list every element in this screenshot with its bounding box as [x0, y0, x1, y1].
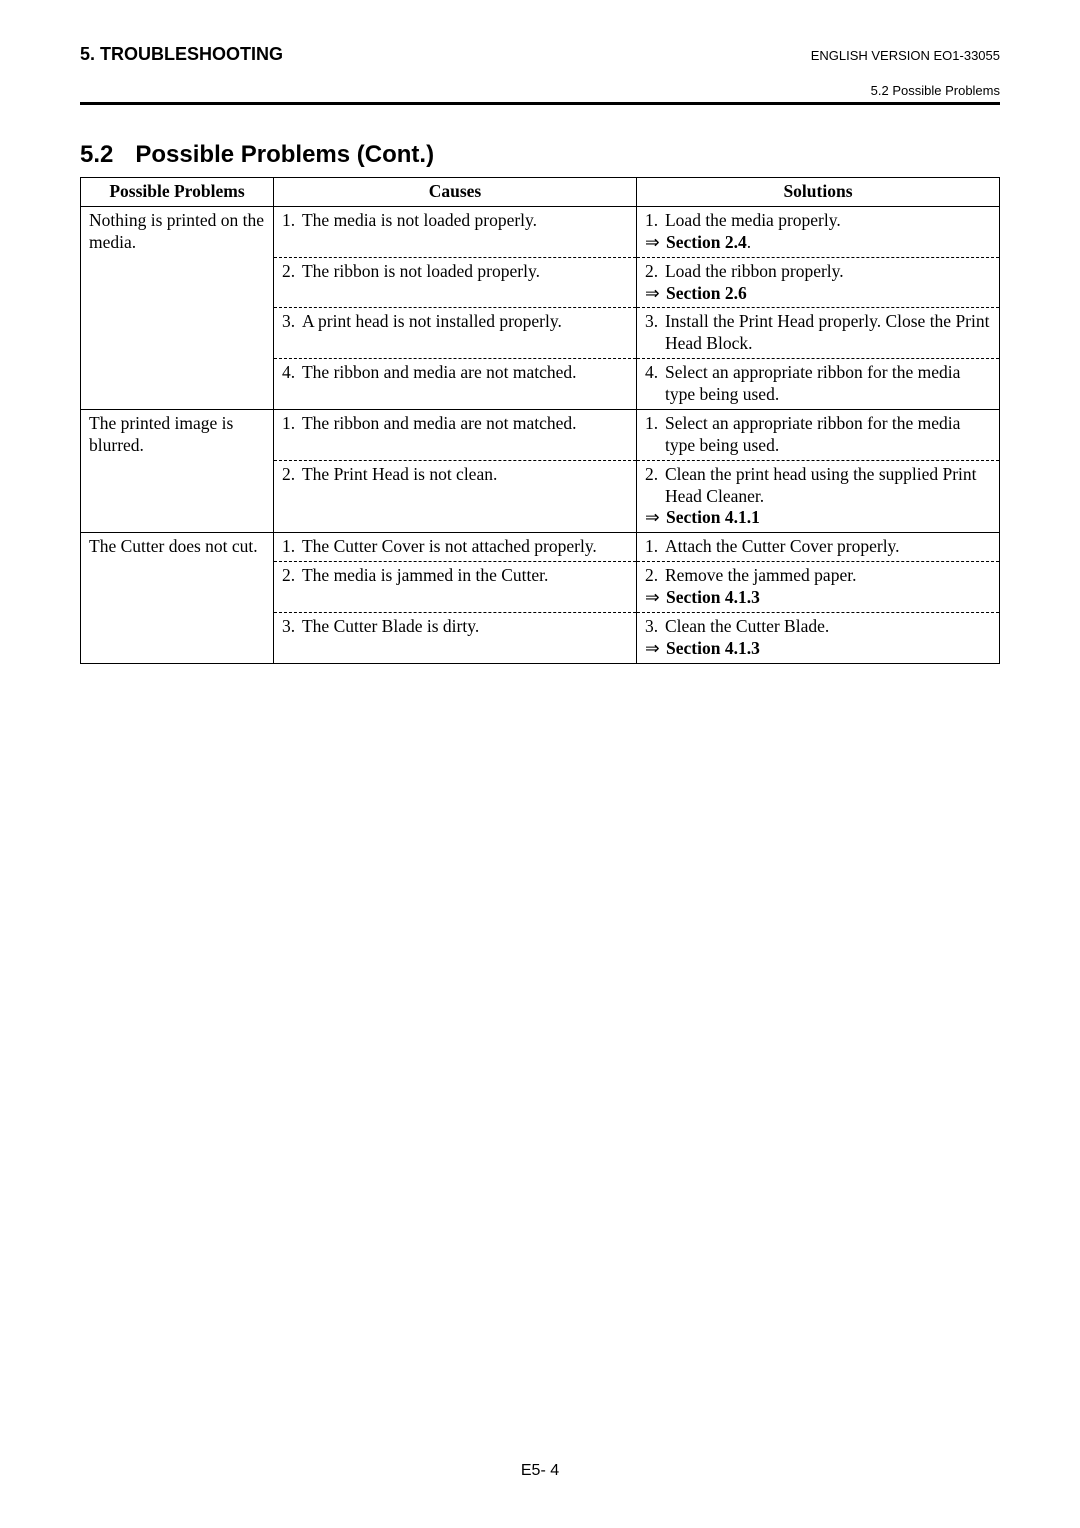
table-body: Nothing is printed on the media. 1.The m… [81, 206, 1000, 663]
solution-cell: 2.Load the ribbon properly. ⇒ Section 2.… [636, 257, 999, 308]
section-ref: ⇒ Section 4.1.3 [645, 638, 991, 660]
arrow-icon: ⇒ [645, 638, 662, 658]
ref-text: Section 4.1.3 [666, 587, 760, 607]
arrow-icon: ⇒ [645, 283, 662, 303]
cause-cell: 4.The ribbon and media are not matched. [273, 359, 636, 410]
col-header-causes: Causes [273, 178, 636, 207]
solution-text: Clean the Cutter Blade. [665, 616, 991, 638]
col-header-problems: Possible Problems [81, 178, 274, 207]
solution-cell: 3.Clean the Cutter Blade. ⇒ Section 4.1.… [636, 612, 999, 663]
cause-text: A print head is not installed properly. [302, 311, 628, 333]
solution-cell: 2.Clean the print head using the supplie… [636, 460, 999, 533]
solution-text: Install the Print Head properly. Close t… [665, 311, 991, 355]
solution-text: Attach the Cutter Cover properly. [665, 536, 991, 558]
cause-text: The media is jammed in the Cutter. [302, 565, 628, 587]
cause-text: The Cutter Cover is not attached properl… [302, 536, 628, 558]
solution-text: Select an appropriate ribbon for the med… [665, 413, 991, 457]
solution-num: 1. [645, 536, 665, 558]
solution-text: Remove the jammed paper. [665, 565, 991, 587]
cause-num: 2. [282, 565, 302, 587]
cause-num: 1. [282, 210, 302, 232]
cause-cell: 3.A print head is not installed properly… [273, 308, 636, 359]
section-ref: ⇒ Section 4.1.1 [645, 507, 991, 529]
section-ref: ⇒ Section 2.6 [645, 283, 991, 305]
solution-cell: 1.Load the media properly. ⇒ Section 2.4… [636, 206, 999, 257]
cause-text: The media is not loaded properly. [302, 210, 628, 232]
header-subsection: 5.2 Possible Problems [80, 83, 1000, 98]
cause-num: 2. [282, 261, 302, 283]
solution-num: 2. [645, 565, 665, 587]
solution-num: 3. [645, 616, 665, 638]
section-number: 5.2 [80, 141, 113, 169]
page-number: E5- 4 [0, 1462, 1080, 1480]
ref-text: Section 4.1.1 [666, 507, 760, 527]
cause-num: 3. [282, 616, 302, 638]
cause-num: 2. [282, 464, 302, 486]
ref-text: Section 4.1.3 [666, 638, 760, 658]
col-header-solutions: Solutions [636, 178, 999, 207]
solution-text: Load the ribbon properly. [665, 261, 991, 283]
section-title-text: Possible Problems (Cont.) [135, 141, 434, 168]
table-row: The Cutter does not cut. 1.The Cutter Co… [81, 533, 1000, 562]
solution-num: 2. [645, 261, 665, 283]
cause-cell: 2.The ribbon is not loaded properly. [273, 257, 636, 308]
solution-cell: 3.Install the Print Head properly. Close… [636, 308, 999, 359]
arrow-icon: ⇒ [645, 232, 662, 252]
solution-cell: 2.Remove the jammed paper. ⇒ Section 4.1… [636, 562, 999, 613]
cause-cell: 1.The media is not loaded properly. [273, 206, 636, 257]
solution-text: Select an appropriate ribbon for the med… [665, 362, 991, 406]
cause-cell: 3.The Cutter Blade is dirty. [273, 612, 636, 663]
solution-num: 2. [645, 464, 665, 508]
cause-cell: 2.The Print Head is not clean. [273, 460, 636, 533]
cause-num: 4. [282, 362, 302, 384]
cause-cell: 2.The media is jammed in the Cutter. [273, 562, 636, 613]
ref-text: Section 2.4 [666, 232, 747, 252]
section-ref: ⇒ Section 2.4. [645, 232, 991, 254]
ref-text: Section 2.6 [666, 283, 747, 303]
arrow-icon: ⇒ [645, 507, 662, 527]
problem-cell: The printed image is blurred. [81, 409, 274, 532]
solution-cell: 4.Select an appropriate ribbon for the m… [636, 359, 999, 410]
section-title: 5.2 Possible Problems (Cont.) [80, 141, 1000, 169]
table-row: Nothing is printed on the media. 1.The m… [81, 206, 1000, 257]
cause-cell: 1.The ribbon and media are not matched. [273, 409, 636, 460]
header-rule [80, 102, 1000, 105]
ref-trail: . [747, 232, 751, 252]
solution-num: 4. [645, 362, 665, 406]
solution-text: Clean the print head using the supplied … [665, 464, 991, 508]
arrow-icon: ⇒ [645, 587, 662, 607]
solution-num: 1. [645, 413, 665, 457]
troubleshoot-table: Possible Problems Causes Solutions Nothi… [80, 177, 1000, 664]
cause-text: The ribbon and media are not matched. [302, 362, 628, 384]
page-header: 5. TROUBLESHOOTING ENGLISH VERSION EO1-3… [80, 44, 1000, 65]
solution-cell: 1.Attach the Cutter Cover properly. [636, 533, 999, 562]
solution-num: 3. [645, 311, 665, 355]
cause-text: The Print Head is not clean. [302, 464, 628, 486]
table-row: The printed image is blurred. 1.The ribb… [81, 409, 1000, 460]
solution-text: Load the media properly. [665, 210, 991, 232]
document-page: 5. TROUBLESHOOTING ENGLISH VERSION EO1-3… [0, 0, 1080, 664]
table-header-row: Possible Problems Causes Solutions [81, 178, 1000, 207]
cause-text: The ribbon and media are not matched. [302, 413, 628, 435]
problem-cell: Nothing is printed on the media. [81, 206, 274, 409]
cause-num: 1. [282, 536, 302, 558]
problem-cell: The Cutter does not cut. [81, 533, 274, 663]
header-version: ENGLISH VERSION EO1-33055 [811, 48, 1000, 63]
solution-num: 1. [645, 210, 665, 232]
solution-cell: 1.Select an appropriate ribbon for the m… [636, 409, 999, 460]
cause-text: The Cutter Blade is dirty. [302, 616, 628, 638]
cause-num: 1. [282, 413, 302, 435]
cause-text: The ribbon is not loaded properly. [302, 261, 628, 283]
section-ref: ⇒ Section 4.1.3 [645, 587, 991, 609]
cause-num: 3. [282, 311, 302, 333]
cause-cell: 1.The Cutter Cover is not attached prope… [273, 533, 636, 562]
header-chapter: 5. TROUBLESHOOTING [80, 44, 283, 65]
